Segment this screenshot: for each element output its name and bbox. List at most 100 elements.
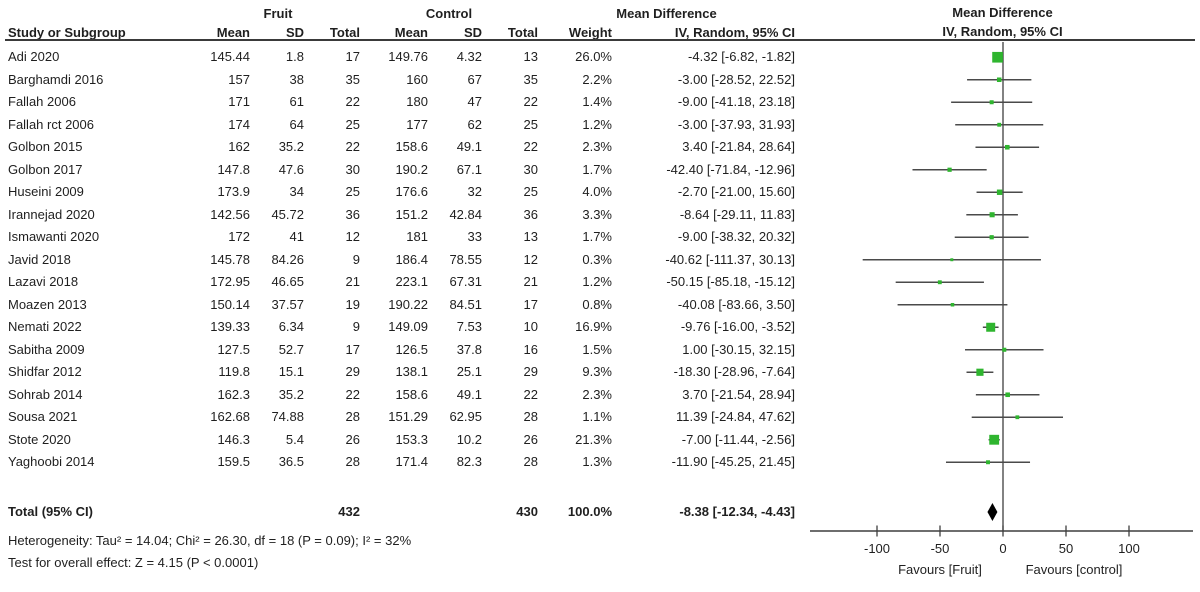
cell-control-mean: 158.6 xyxy=(395,386,428,402)
cell-control-total: 36 xyxy=(523,206,538,222)
cell-control-mean: 171.4 xyxy=(395,454,428,469)
cell-ci-text: -40.08 [-83.66, 3.50] xyxy=(677,296,795,312)
column-header-row: Study or Subgroup Mean SD Total Mean SD … xyxy=(6,22,795,45)
study-row: Fallah 2006 171 61 22 180 47 22 1.4% -9.00 [-41.… xyxy=(6,91,795,114)
cell-fruit-sd: 37.57 xyxy=(271,296,304,312)
study-row: Golbon 2017 147.8 47.6 30 190.2 67.1 30 1.7% -42… xyxy=(6,159,795,182)
cell-fruit-total: 12 xyxy=(345,229,360,244)
cell-control-total: 28 xyxy=(523,454,538,469)
cell-fruit-mean: 146.3 xyxy=(217,431,250,447)
effect-square xyxy=(989,434,1000,445)
effect-square xyxy=(950,302,955,307)
cell-weight: 2.2% xyxy=(582,71,612,87)
cell-control-sd: 67.1 xyxy=(456,161,482,177)
cell-weight: 1.7% xyxy=(582,229,612,244)
total-fruit-n: 432 xyxy=(338,504,360,519)
effect-square xyxy=(1015,415,1020,420)
cell-control-mean: 176.6 xyxy=(395,184,428,199)
cell-ci-text: -4.32 [-6.82, -1.82] xyxy=(688,49,795,64)
cell-control-sd: 62.95 xyxy=(449,409,482,424)
cell-weight: 1.2% xyxy=(582,274,612,289)
col-header-fruit-total: Total xyxy=(329,25,360,40)
effect-square xyxy=(996,77,1002,83)
cell-control-sd: 4.32 xyxy=(456,49,482,64)
cell-fruit-mean: 162.3 xyxy=(217,386,250,402)
cell-fruit-mean: 172.95 xyxy=(210,274,250,289)
cell-fruit-mean: 162.68 xyxy=(210,409,250,424)
cell-fruit-total: 9 xyxy=(352,251,360,267)
study-row: Golbon 2015 162 35.2 22 158.6 49.1 22 2.3% 3.40 … xyxy=(6,136,795,159)
study-name: Sohrab 2014 xyxy=(8,386,83,402)
cell-fruit-total: 17 xyxy=(345,341,360,357)
cell-fruit-sd: 38 xyxy=(289,71,304,87)
study-name: Javid 2018 xyxy=(8,251,71,267)
cell-control-sd: 25.1 xyxy=(456,364,482,379)
effect-square xyxy=(1002,347,1007,352)
cell-control-sd: 10.2 xyxy=(456,431,482,447)
col-header-iv-ci: IV, Random, 95% CI xyxy=(674,25,795,40)
study-name: Lazavi 2018 xyxy=(8,274,79,289)
study-name: Golbon 2017 xyxy=(8,161,83,177)
study-name: Sabitha 2009 xyxy=(8,341,85,357)
study-row: Ismawanti 2020 172 41 12 181 33 13 1.7% -9.00 [-… xyxy=(6,226,795,249)
effect-square xyxy=(1004,144,1010,150)
cell-fruit-mean: 127.5 xyxy=(217,341,250,357)
cell-ci-text: -50.15 [-85.18, -15.12] xyxy=(666,274,795,289)
group-header-control: Control xyxy=(425,6,473,21)
col-header-study: Study or Subgroup xyxy=(8,25,126,40)
effect-square xyxy=(989,235,994,240)
cell-weight: 1.3% xyxy=(582,454,612,469)
effect-square xyxy=(950,258,954,262)
study-name: Nemati 2022 xyxy=(8,319,82,334)
cell-weight: 1.4% xyxy=(582,94,612,109)
study-row: Yaghoobi 2014 159.5 36.5 28 171.4 82.3 28 1.3% -… xyxy=(6,451,795,474)
cell-fruit-sd: 52.7 xyxy=(278,341,304,357)
cell-weight: 3.3% xyxy=(582,206,612,222)
effect-square xyxy=(989,212,995,218)
cell-control-total: 35 xyxy=(523,71,538,87)
cell-fruit-sd: 74.88 xyxy=(271,409,304,424)
cell-fruit-total: 25 xyxy=(345,116,360,132)
study-name: Fallah 2006 xyxy=(8,94,76,109)
group-header-row: Fruit Control Mean Difference xyxy=(6,3,795,26)
cell-ci-text: -3.00 [-28.52, 22.52] xyxy=(677,71,795,87)
cell-control-mean: 223.1 xyxy=(395,274,428,289)
total-control-n: 430 xyxy=(516,504,538,519)
cell-fruit-mean: 172 xyxy=(228,229,250,244)
cell-ci-text: 1.00 [-30.15, 32.15] xyxy=(682,341,795,357)
cell-fruit-mean: 119.8 xyxy=(218,364,250,379)
cell-fruit-mean: 150.14 xyxy=(210,296,250,312)
col-header-control-sd: SD xyxy=(463,25,482,40)
cell-control-total: 29 xyxy=(523,364,538,379)
cell-control-total: 16 xyxy=(523,341,538,357)
col-header-weight: Weight xyxy=(568,25,612,40)
cell-weight: 26.0% xyxy=(575,49,612,64)
cell-control-mean: 138.1 xyxy=(395,364,428,379)
cell-control-sd: 37.8 xyxy=(456,341,482,357)
study-name: Golbon 2015 xyxy=(8,139,83,154)
study-row: Irannejad 2020 142.56 45.72 36 151.2 42.84 36 3… xyxy=(6,204,795,227)
cell-control-mean: 190.22 xyxy=(388,296,428,312)
effect-square xyxy=(986,460,990,465)
study-row: Sabitha 2009 127.5 52.7 17 126.5 37.8 16 1.5% 1.… xyxy=(6,339,795,362)
cell-control-mean: 158.6 xyxy=(395,139,428,154)
cell-control-mean: 149.76 xyxy=(388,49,428,64)
cell-fruit-total: 22 xyxy=(345,386,360,402)
study-row: Moazen 2013 150.14 37.57 19 190.22 84.51 17 0.8… xyxy=(6,294,795,317)
cell-control-mean: 181 xyxy=(406,229,428,244)
total-label: Total (95% CI) xyxy=(8,504,93,519)
cell-control-total: 17 xyxy=(523,296,538,312)
study-name: Barghamdi 2016 xyxy=(8,71,104,87)
cell-control-sd: 47 xyxy=(467,94,482,109)
cell-fruit-total: 21 xyxy=(345,274,360,289)
cell-control-total: 28 xyxy=(523,409,538,424)
cell-control-sd: 78.55 xyxy=(449,251,482,267)
cell-fruit-total: 30 xyxy=(345,161,360,177)
cell-control-mean: 153.3 xyxy=(395,431,428,447)
cell-fruit-sd: 41 xyxy=(289,229,304,244)
cell-control-mean: 190.2 xyxy=(395,161,428,177)
total-weight: 100.0% xyxy=(567,504,612,519)
cell-control-mean: 151.29 xyxy=(388,409,428,424)
cell-control-total: 10 xyxy=(523,319,538,334)
cell-fruit-total: 28 xyxy=(345,454,360,469)
